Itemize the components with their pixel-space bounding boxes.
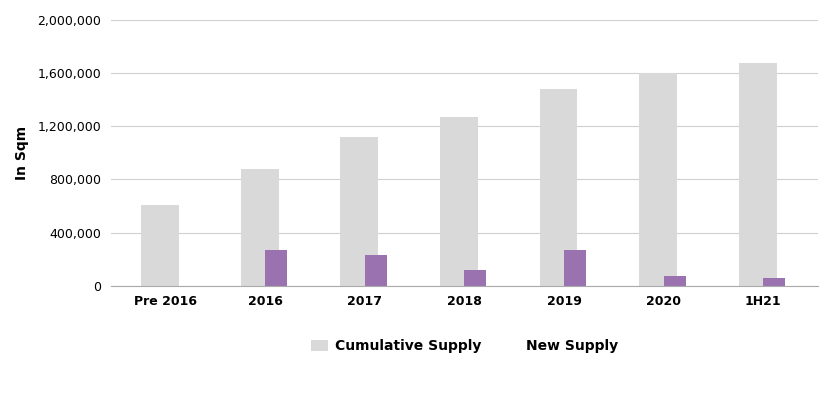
Bar xyxy=(564,250,586,286)
Bar xyxy=(664,276,686,286)
Bar xyxy=(465,270,486,286)
Bar xyxy=(763,278,786,286)
Bar xyxy=(142,205,179,286)
Bar xyxy=(440,117,478,286)
Bar xyxy=(341,137,378,286)
Bar xyxy=(365,255,387,286)
Bar xyxy=(739,63,776,286)
Legend: Cumulative Supply, New Supply: Cumulative Supply, New Supply xyxy=(312,339,618,353)
Bar xyxy=(265,250,287,286)
Bar xyxy=(241,169,279,286)
Bar xyxy=(540,89,577,286)
Y-axis label: In Sqm: In Sqm xyxy=(15,126,29,180)
Bar xyxy=(639,73,677,286)
